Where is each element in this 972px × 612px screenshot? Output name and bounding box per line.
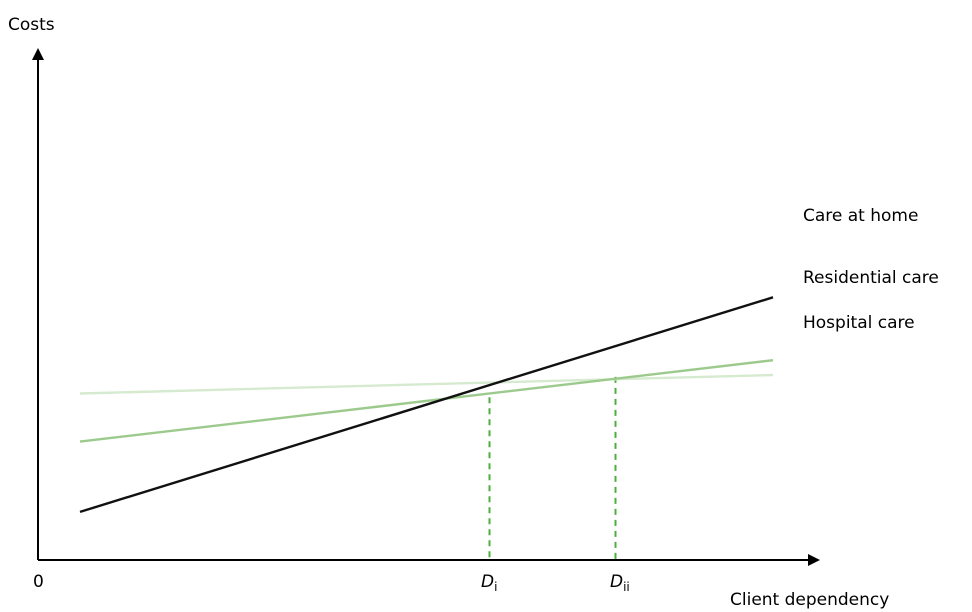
series-label-care-at-home: Care at home [803,206,919,226]
series-label-residential-care: Residential care [803,268,939,288]
marker-label-d-ii: Dii [610,572,630,594]
y-axis-title: Costs [8,15,55,35]
series-label-hospital-care: Hospital care [803,313,915,333]
x-axis-title: Client dependency [730,590,890,610]
series-line-residential-care [79,359,774,443]
series-line-hospital-care [79,373,774,395]
series-line-care-at-home [79,296,774,514]
marker-label-d-i: Di [481,572,498,594]
origin-label: 0 [33,572,44,592]
